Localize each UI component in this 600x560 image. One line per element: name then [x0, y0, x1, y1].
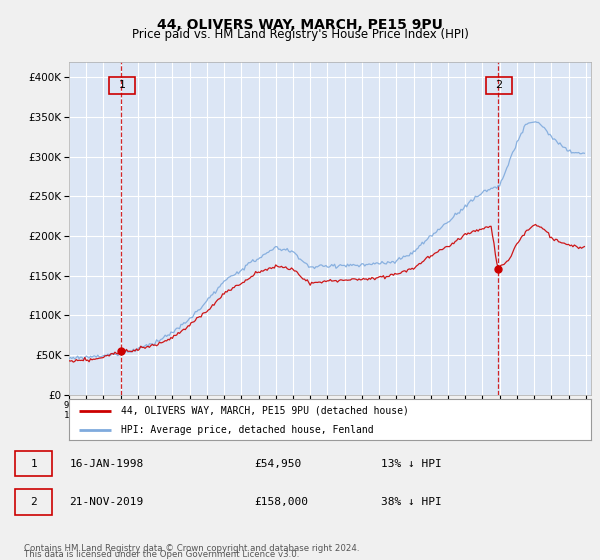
Text: 2: 2: [495, 81, 502, 90]
Text: This data is licensed under the Open Government Licence v3.0.: This data is licensed under the Open Gov…: [24, 550, 299, 559]
Text: Price paid vs. HM Land Registry's House Price Index (HPI): Price paid vs. HM Land Registry's House …: [131, 28, 469, 41]
Text: 21-NOV-2019: 21-NOV-2019: [70, 497, 144, 507]
Text: 1: 1: [119, 81, 126, 90]
Text: HPI: Average price, detached house, Fenland: HPI: Average price, detached house, Fenl…: [121, 424, 374, 435]
Text: £158,000: £158,000: [254, 497, 308, 507]
Text: 1: 1: [31, 459, 37, 469]
Text: 13% ↓ HPI: 13% ↓ HPI: [380, 459, 442, 469]
Text: 44, OLIVERS WAY, MARCH, PE15 9PU (detached house): 44, OLIVERS WAY, MARCH, PE15 9PU (detach…: [121, 405, 409, 416]
Text: 38% ↓ HPI: 38% ↓ HPI: [380, 497, 442, 507]
Text: 44, OLIVERS WAY, MARCH, PE15 9PU: 44, OLIVERS WAY, MARCH, PE15 9PU: [157, 18, 443, 32]
Text: 16-JAN-1998: 16-JAN-1998: [70, 459, 144, 469]
Text: Contains HM Land Registry data © Crown copyright and database right 2024.: Contains HM Land Registry data © Crown c…: [24, 544, 359, 553]
Text: £54,950: £54,950: [254, 459, 301, 469]
Text: 2: 2: [31, 497, 37, 507]
